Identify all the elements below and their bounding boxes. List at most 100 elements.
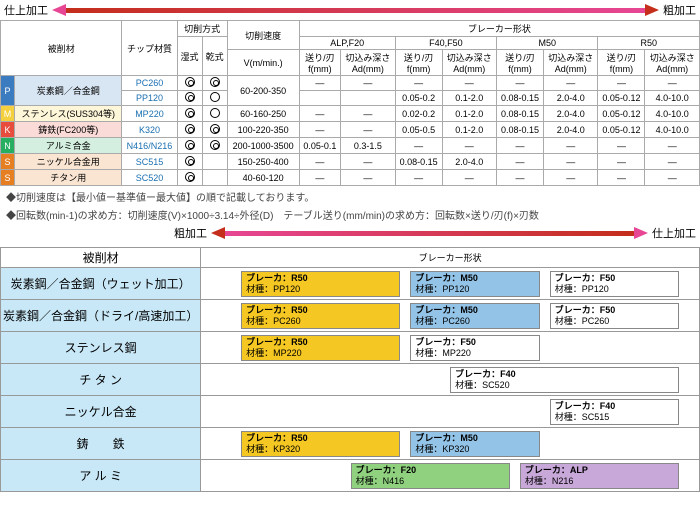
wet-mark (177, 106, 202, 122)
chip-code: SC520 (122, 170, 177, 186)
val: — (598, 138, 645, 154)
bar-cell: ブレーカ：F40材種：SC515 (201, 396, 700, 428)
val: — (299, 170, 340, 186)
mat-label: チ タ ン (1, 364, 201, 396)
bar-cell: ブレーカ：R50材種：MP220ブレーカ：F50材種：MP220 (201, 332, 700, 364)
val: — (395, 138, 442, 154)
finish-label-2: 仕上加工 (648, 225, 700, 241)
chip-box: ブレーカ：F40材種：SC520 (450, 367, 679, 393)
mat-name: 鋳鉄(FC200等) (15, 122, 122, 138)
chip-box: ブレーカ：R50材種：KP320 (241, 431, 400, 457)
h-feed2: 送り/刃f(mm) (395, 50, 442, 76)
finish-label: 仕上加工 (0, 2, 52, 18)
chip-box: ブレーカ：M50材種：PC260 (410, 303, 539, 329)
h-depth4: 切込み深さAd(mm) (645, 50, 700, 76)
cat-key: M (1, 106, 15, 122)
val: — (299, 106, 340, 122)
val: — (497, 76, 544, 91)
chip-code: SC515 (122, 154, 177, 170)
val: 0.08-0.15 (497, 91, 544, 106)
val: 0.1-2.0 (442, 122, 497, 138)
mat-name: チタン用 (15, 170, 122, 186)
h-speed: 切削速度 (227, 21, 299, 50)
val: 0.3-1.5 (341, 138, 396, 154)
chip-code: K320 (122, 122, 177, 138)
val: 0.02-0.2 (395, 106, 442, 122)
val: 2.0-4.0 (442, 154, 497, 170)
bar-cell: ブレーカ：F20材種：N416ブレーカ：ALP材種：N216 (201, 460, 700, 492)
h-speedunit: V(m/min.) (227, 50, 299, 76)
h-feed1: 送り/刃f(mm) (299, 50, 340, 76)
chip-box: ブレーカ：M50材種：PP120 (410, 271, 539, 297)
val: 4.0-10.0 (645, 122, 700, 138)
val: — (299, 76, 340, 91)
note-1: ◆切削速度は【最小値ー基準値ー最大値】の順で記載しております。 (6, 189, 700, 204)
speed: 150-250-400 (227, 154, 299, 170)
chip-code: PP120 (122, 91, 177, 106)
val: — (341, 106, 396, 122)
bar-cell: ブレーカ：F40材種：SC520 (201, 364, 700, 396)
val: — (341, 76, 396, 91)
val: — (395, 170, 442, 186)
chip-code: PC260 (122, 76, 177, 91)
speed: 200-1000-3500 (227, 138, 299, 154)
chip-code: N416/N216 (122, 138, 177, 154)
h-wet: 湿式 (177, 37, 202, 76)
val: — (442, 76, 497, 91)
dry-mark (202, 122, 227, 138)
val: — (497, 170, 544, 186)
mat-label: 炭素鋼／合金鋼（ドライ/高速加工） (1, 300, 201, 332)
note-2: ◆回転数(min-1)の求め方：切削速度(V)×1000÷3.14÷外径(D) … (6, 207, 700, 222)
h-m50: M50 (497, 37, 598, 50)
mat-label: ア ル ミ (1, 460, 201, 492)
val: — (442, 170, 497, 186)
val: 0.05-0.12 (598, 106, 645, 122)
val: — (341, 122, 396, 138)
val (341, 91, 396, 106)
chip-box: ブレーカ：R50材種：MP220 (241, 335, 400, 361)
mat-label: 鋳 鉄 (1, 428, 201, 460)
cat-key: N (1, 138, 15, 154)
bar-cell: ブレーカ：R50材種：KP320ブレーカ：M50材種：KP320 (201, 428, 700, 460)
val: — (341, 154, 396, 170)
val: 0.05-0.1 (299, 138, 340, 154)
speed: 60-160-250 (227, 106, 299, 122)
arrow-right (645, 4, 659, 16)
val: 2.0-4.0 (543, 122, 598, 138)
h-alp: ALP,F20 (299, 37, 395, 50)
arrow-left (52, 4, 66, 16)
val: — (543, 154, 598, 170)
cutting-table: 被削材 チップ材質 切削方式 切削速度 ブレーカー形状 湿式 乾式 ALP,F2… (0, 20, 700, 186)
dry-mark (202, 170, 227, 186)
val: — (645, 154, 700, 170)
cat-key: S (1, 170, 15, 186)
mat-label: 炭素鋼／合金鋼（ウェット加工） (1, 268, 201, 300)
arrow-right-2 (634, 227, 648, 239)
val: 2.0-4.0 (543, 106, 598, 122)
h-chip: チップ材質 (122, 21, 177, 76)
val: — (598, 154, 645, 170)
val: 0.05-0.2 (395, 91, 442, 106)
speed: 100-220-350 (227, 122, 299, 138)
val: — (645, 170, 700, 186)
h-feed4: 送り/刃f(mm) (598, 50, 645, 76)
top-arrow: 仕上加工 粗加工 (0, 2, 700, 18)
val (299, 91, 340, 106)
val: — (442, 138, 497, 154)
h-method: 切削方式 (177, 21, 227, 37)
mat-name: 炭素鋼／合金鋼 (15, 76, 122, 106)
h2-br: ブレーカー形状 (201, 248, 700, 268)
dry-mark (202, 106, 227, 122)
val: 0.08-0.15 (395, 154, 442, 170)
bar-cell: ブレーカ：R50材種：PC260ブレーカ：M50材種：PC260ブレーカ：F50… (201, 300, 700, 332)
wet-mark (177, 170, 202, 186)
val: — (543, 138, 598, 154)
recommendation-table: 被削材 ブレーカー形状 炭素鋼／合金鋼（ウェット加工）ブレーカ：R50材種：PP… (0, 247, 700, 492)
h-dry: 乾式 (202, 37, 227, 76)
val: 0.08-0.15 (497, 106, 544, 122)
dry-mark (202, 154, 227, 170)
h2-mat: 被削材 (1, 248, 201, 268)
h-r50: R50 (598, 37, 700, 50)
chip-box: ブレーカ：F50材種：PC260 (550, 303, 679, 329)
mid-arrow: 粗加工 仕上加工 (0, 225, 700, 241)
